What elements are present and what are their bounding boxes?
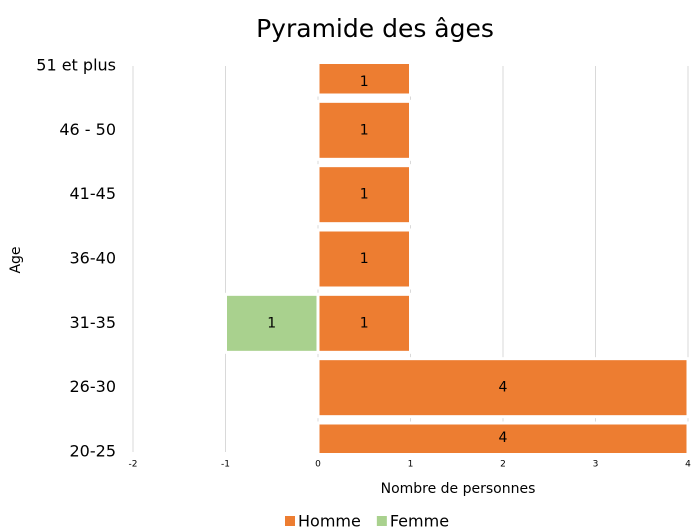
y-tick-label: 36-40 [70, 249, 117, 268]
bar [316, 357, 690, 419]
data-label: 1 [360, 187, 369, 203]
y-tick-label: 31-35 [70, 313, 117, 332]
legend-swatch [285, 516, 295, 526]
bar [316, 64, 412, 97]
data-label: 1 [360, 315, 369, 331]
legend-label: Femme [390, 512, 449, 531]
legend-label: Homme [298, 512, 361, 531]
y-axis-title: Age [8, 246, 24, 273]
x-tick-label: -1 [221, 460, 230, 470]
data-label: 1 [360, 251, 369, 267]
y-tick-label: 46 - 50 [59, 120, 116, 139]
y-tick-label: 20-25 [70, 442, 117, 461]
x-tick-label: 4 [685, 460, 691, 470]
data-label: 4 [499, 430, 508, 446]
plot-area [224, 64, 690, 453]
y-tick-label: 51 et plus [36, 56, 116, 75]
y-tick-label: 41-45 [70, 184, 117, 203]
bar [316, 228, 412, 290]
data-label: 1 [360, 74, 369, 90]
x-tick-label: -2 [129, 460, 138, 470]
chart-title: Pyramide des âges [256, 14, 494, 43]
data-label: 1 [267, 315, 276, 331]
bar [316, 164, 412, 226]
x-axis-title: Nombre de personnes [381, 481, 536, 497]
bar [316, 292, 412, 354]
data-label: 1 [360, 122, 369, 138]
x-tick-label: 3 [593, 460, 599, 470]
bar [316, 421, 690, 453]
legend-swatch [376, 516, 387, 526]
bar [316, 99, 412, 161]
data-label: 4 [499, 380, 508, 396]
x-tick-label: 1 [408, 460, 414, 470]
bar [224, 292, 320, 354]
x-tick-label: 2 [500, 460, 506, 470]
x-tick-label: 0 [315, 460, 321, 470]
y-tick-label: 26-30 [70, 377, 117, 396]
